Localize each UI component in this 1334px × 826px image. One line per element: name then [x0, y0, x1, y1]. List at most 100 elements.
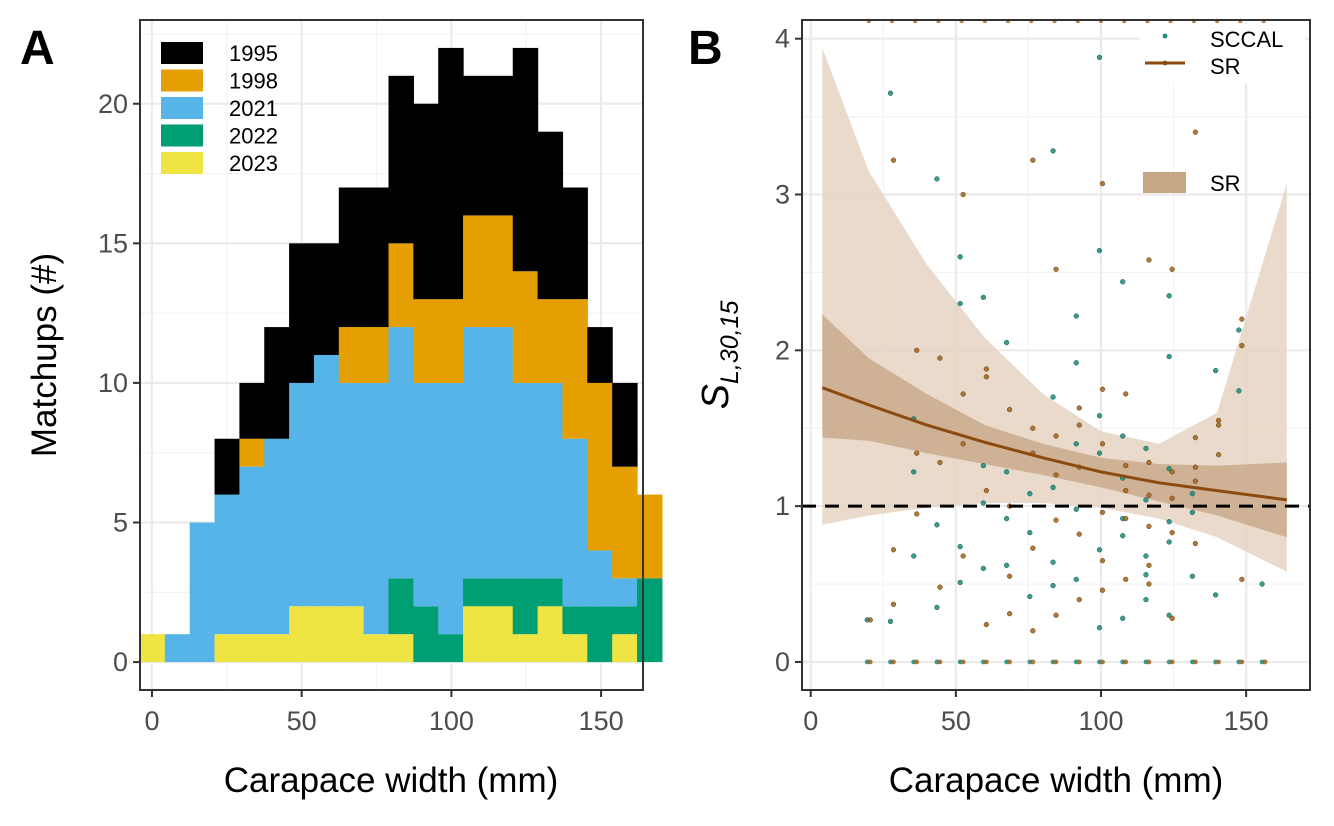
- bar-1995: [438, 47, 464, 300]
- panel-b-y-tick-label: 2: [775, 335, 790, 365]
- sr-point: [1192, 478, 1199, 484]
- sr-point: [1169, 529, 1175, 536]
- sr-point: [1239, 343, 1245, 349]
- sr-point: [1030, 545, 1036, 551]
- sr-point: [1076, 405, 1082, 411]
- panel-b-x-axis-title: Carapace width (mm): [889, 761, 1224, 800]
- sr-point: [1192, 434, 1199, 441]
- sr-fit-line: [821, 386, 1287, 502]
- sccal-point: [1120, 433, 1126, 439]
- legend-key-2023: [161, 152, 203, 174]
- sccal-point: [1143, 445, 1149, 452]
- legend-label-sccal: SCCAL: [1210, 27, 1283, 52]
- sr-point: [960, 553, 966, 559]
- sr-point: [1146, 581, 1152, 587]
- sccal-point: [1120, 533, 1126, 539]
- bar-2021: [587, 550, 613, 607]
- bar-1995: [487, 75, 514, 216]
- sr-point: [1076, 531, 1082, 537]
- sr-point: [1100, 659, 1105, 665]
- bar-1995: [612, 382, 638, 467]
- sccal-point: [1096, 413, 1103, 419]
- panel-b-y-tick-label: 3: [775, 180, 790, 210]
- sccal-point: [1166, 293, 1172, 299]
- sr-point: [983, 374, 990, 380]
- panel-a-y-tick-label: 0: [113, 647, 128, 677]
- sr-point: [1215, 417, 1222, 424]
- panel-a-x-tick-label: 150: [579, 706, 624, 736]
- sccal-point: [1236, 388, 1242, 394]
- sccal-point: [1143, 553, 1149, 559]
- sr-point: [1123, 391, 1129, 397]
- bar-2021: [612, 578, 638, 607]
- bar-1995: [264, 327, 290, 439]
- sr-point: [1123, 659, 1129, 665]
- bar-1995: [289, 243, 315, 383]
- sr-point: [1006, 611, 1013, 617]
- bar-2022: [537, 578, 564, 607]
- sr-point: [1169, 659, 1175, 665]
- bar-1998: [487, 215, 514, 328]
- sr-point: [1123, 515, 1129, 522]
- bar-2023: [313, 606, 340, 663]
- sccal-point: [1003, 469, 1010, 475]
- sr-point: [960, 441, 966, 447]
- sccal-point: [957, 254, 963, 260]
- sccal-point: [1143, 497, 1149, 503]
- sccal-point: [957, 579, 963, 586]
- bar-2021: [239, 466, 265, 635]
- sr-point: [937, 459, 943, 466]
- bar-2022: [388, 578, 414, 635]
- panel-b-y-tick-label: 0: [775, 647, 790, 677]
- sccal-point: [1143, 572, 1149, 578]
- sccal-point: [1003, 515, 1010, 522]
- sr-point: [983, 366, 990, 372]
- sccal-point: [1073, 360, 1079, 366]
- sr-point: [1169, 615, 1175, 621]
- panel-a-x-tick-label: 50: [287, 706, 317, 736]
- panel-b-x-tick-label: 0: [803, 706, 818, 736]
- sr-point: [1099, 558, 1106, 564]
- sr-point: [1262, 659, 1268, 665]
- bar-2021: [562, 438, 588, 607]
- sr-point: [1192, 659, 1198, 665]
- sr-point: [1030, 425, 1036, 431]
- panel-a-y-tick-label: 5: [113, 508, 128, 538]
- legend-key-sccal: [1162, 33, 1168, 39]
- bar-2021: [189, 522, 216, 663]
- sccal-point: [1166, 353, 1172, 360]
- panel-a-y-tick-label: 20: [98, 89, 128, 119]
- bar-1998: [612, 466, 638, 579]
- sccal-point: [934, 522, 940, 528]
- sccal-point: [887, 90, 894, 96]
- sr-point: [1053, 659, 1059, 665]
- bar-2021: [313, 355, 340, 607]
- panel-b-y-ticks: 0 1 2 3 4: [775, 24, 802, 677]
- legend-key-2022: [161, 124, 203, 147]
- bar-2021: [289, 382, 315, 607]
- panel-b: B 0 50 100 150 0 1 2 3 4 Carapace width (mm) SL…: [688, 18, 1311, 800]
- bar-1995: [562, 187, 588, 300]
- bar-2023: [512, 634, 539, 663]
- bar-1998: [388, 243, 414, 328]
- sccal-point: [1120, 615, 1126, 621]
- bar-2022: [637, 578, 663, 663]
- legend-label-2023: 2023: [229, 151, 278, 176]
- panel-b-x-ticks: 0 50 100 150: [803, 690, 1269, 736]
- panel-b-confidence-bands: [822, 48, 1287, 572]
- legend-label-1995: 1995: [229, 41, 278, 66]
- sr-point: [960, 191, 966, 198]
- sccal-point: [1096, 247, 1103, 254]
- sr-point: [914, 347, 920, 353]
- sccal-point: [911, 553, 917, 559]
- sr-point: [890, 157, 897, 163]
- sr-point: [983, 659, 989, 665]
- sccal-point: [1003, 339, 1010, 346]
- bar-2021: [338, 382, 365, 607]
- sr-point: [1099, 587, 1106, 593]
- legend-background: [1140, 24, 1305, 84]
- bar-1995: [239, 382, 265, 439]
- sccal-point: [1096, 547, 1103, 553]
- sr-point: [1192, 540, 1199, 547]
